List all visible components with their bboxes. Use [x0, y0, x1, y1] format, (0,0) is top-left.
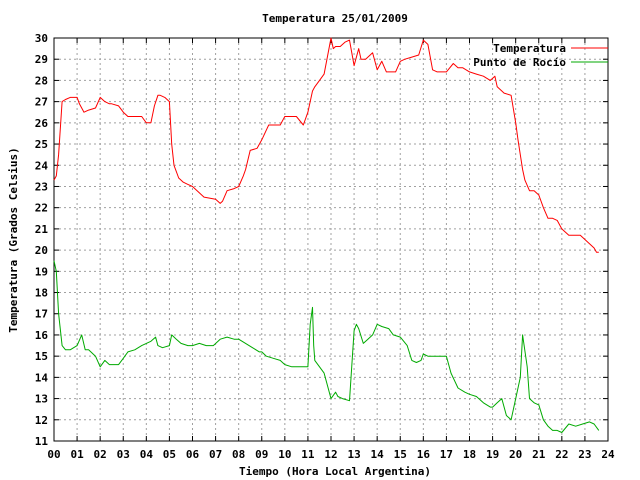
grid: [54, 38, 608, 441]
axis-ticks: 00 01 02 03 04 05 06 07 08 09 10 11 12 13 14 15 16 17 18 19…: [35, 32, 615, 461]
x-tick-label: 03: [117, 448, 130, 461]
y-tick-label: 18: [35, 287, 48, 300]
y-tick-label: 21: [35, 223, 49, 236]
x-tick-label: 23: [578, 448, 591, 461]
x-tick-label: 22: [555, 448, 568, 461]
series-lines: [53, 37, 600, 433]
series-line-punto-de-rocio: [53, 260, 600, 433]
series-line-temperatura: [53, 37, 599, 253]
x-tick-label: 09: [255, 448, 268, 461]
y-tick-label: 24: [35, 159, 49, 172]
x-tick-label: 21: [532, 448, 546, 461]
y-tick-label: 27: [35, 96, 48, 109]
x-tick-label: 18: [463, 448, 476, 461]
x-tick-label: 11: [301, 448, 315, 461]
x-tick-label: 14: [371, 448, 385, 461]
y-tick-label: 12: [35, 414, 48, 427]
x-tick-label: 00: [47, 448, 60, 461]
y-tick-label: 14: [35, 371, 49, 384]
y-tick-label: 17: [35, 308, 48, 321]
y-tick-label: 22: [35, 202, 48, 215]
y-tick-label: 13: [35, 393, 48, 406]
y-tick-label: 20: [35, 244, 48, 257]
x-tick-label: 17: [440, 448, 453, 461]
x-tick-label: 01: [70, 448, 84, 461]
y-tick-label: 16: [35, 329, 49, 342]
legend-label-punto-de-rocio: Punto de Rocío: [473, 56, 566, 69]
x-tick-label: 04: [140, 448, 154, 461]
x-tick-label: 20: [509, 448, 522, 461]
y-tick-label: 25: [35, 138, 48, 151]
legend: Temperatura Punto de Rocío: [473, 42, 608, 69]
x-tick-label: 15: [394, 448, 407, 461]
x-tick-label: 06: [186, 448, 200, 461]
y-tick-label: 28: [35, 74, 48, 87]
legend-label-temperatura: Temperatura: [493, 42, 566, 55]
y-tick-label: 19: [35, 265, 48, 278]
x-axis-label: Tiempo (Hora Local Argentina): [239, 465, 431, 478]
y-tick-label: 30: [35, 32, 48, 45]
y-tick-label: 23: [35, 180, 48, 193]
y-tick-label: 26: [35, 117, 49, 130]
y-axis-label: Temperatura (Grados Celsius): [7, 147, 20, 332]
x-tick-label: 13: [347, 448, 360, 461]
chart-title: Temperatura 25/01/2009: [262, 12, 408, 25]
y-tick-label: 11: [35, 435, 49, 448]
x-tick-label: 02: [94, 448, 107, 461]
x-tick-label: 08: [232, 448, 245, 461]
x-tick-label: 24: [601, 448, 615, 461]
y-tick-label: 29: [35, 53, 48, 66]
x-tick-label: 05: [163, 448, 176, 461]
x-tick-label: 10: [278, 448, 291, 461]
x-tick-label: 16: [417, 448, 431, 461]
x-tick-label: 07: [209, 448, 222, 461]
x-tick-label: 19: [486, 448, 499, 461]
x-tick-label: 12: [324, 448, 337, 461]
y-tick-label: 15: [35, 350, 48, 363]
